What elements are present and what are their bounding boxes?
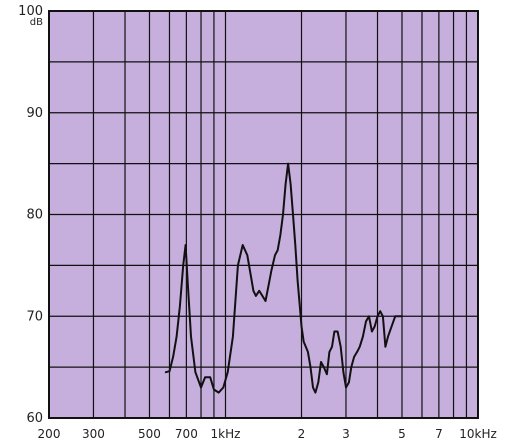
y-tick-label: 70 bbox=[26, 309, 43, 324]
y-tick-label: 100 bbox=[18, 4, 43, 19]
x-tick-label: 500 bbox=[138, 427, 161, 441]
plot-frame bbox=[48, 10, 479, 419]
series-line bbox=[164, 162, 403, 394]
x-tick-label: 300 bbox=[82, 427, 105, 441]
x-tick-label: 1kHz bbox=[211, 427, 241, 441]
y-axis-unit-label: dB bbox=[30, 17, 43, 28]
grid bbox=[48, 10, 479, 419]
x-tick-label: 700 bbox=[175, 427, 198, 441]
x-tick-label: 7 bbox=[435, 427, 443, 441]
x-tick-label: 5 bbox=[398, 427, 406, 441]
x-axis-tick-labels: 200 300 500 700 1kHz 2 3 5 7 10kHz bbox=[38, 427, 497, 441]
y-tick-label: 60 bbox=[26, 411, 43, 426]
x-tick-label: 10kHz bbox=[459, 427, 497, 441]
x-tick-label: 2 bbox=[298, 427, 306, 441]
x-tick-label: 3 bbox=[342, 427, 350, 441]
y-tick-label: 90 bbox=[26, 106, 43, 121]
x-tick-label: 200 bbox=[38, 427, 61, 441]
y-tick-label: 80 bbox=[26, 208, 43, 223]
y-axis-tick-labels: 60 70 80 90 100 bbox=[18, 4, 43, 426]
